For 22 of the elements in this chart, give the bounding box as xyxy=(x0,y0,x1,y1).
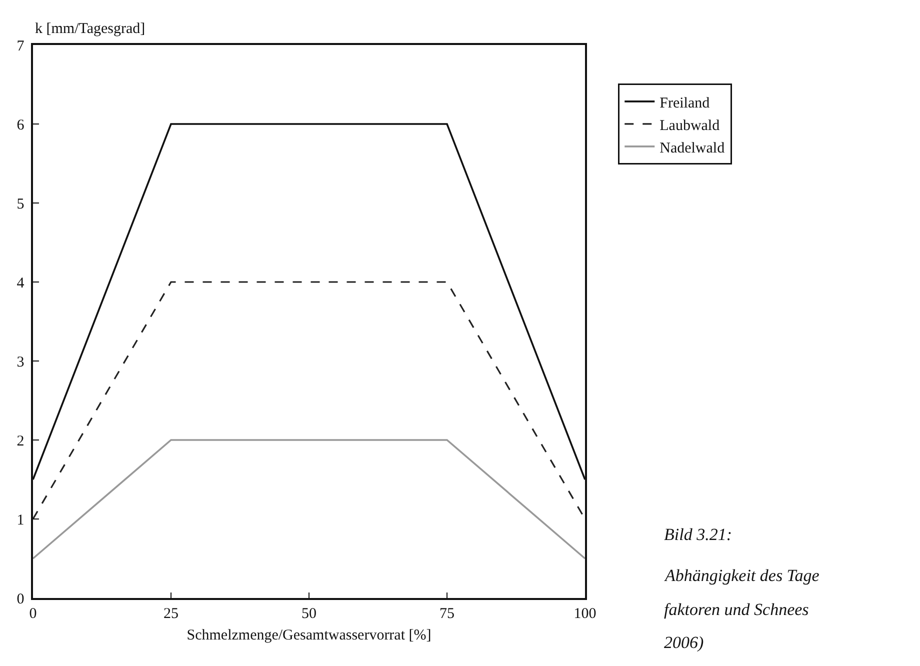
y-tick-label: 0 xyxy=(16,591,24,608)
x-tick-label: 75 xyxy=(440,606,454,622)
x-tick-label: 50 xyxy=(302,606,316,622)
text: Abhängigkeit des Tage xyxy=(664,566,820,585)
y-tick-label: 7 xyxy=(16,38,25,54)
x-tick-label: 0 xyxy=(29,606,37,622)
x-tick-label: 100 xyxy=(574,606,596,622)
y-tick-label: 6 xyxy=(16,117,25,134)
text: 2006) xyxy=(664,633,704,652)
y-tick-label: 5 xyxy=(16,196,24,212)
x-tick-label: 25 xyxy=(164,606,178,622)
y-tick-label: 1 xyxy=(16,512,24,528)
legend-label: Laubwald xyxy=(660,118,720,134)
legend-label: Freiland xyxy=(660,95,710,112)
text: faktoren und Schnees xyxy=(664,600,810,619)
legend-label: Nadelwald xyxy=(660,140,726,156)
y-tick-label: 2 xyxy=(16,433,24,450)
x-axis-title: Schmelzmenge/Gesamtwasservorrat [%] xyxy=(186,627,432,644)
y-axis-title: k [mm/Tagesgrad] xyxy=(35,21,146,37)
y-tick-label: 3 xyxy=(16,354,24,370)
text: Bild 3.21: xyxy=(664,525,732,544)
y-tick-label: 4 xyxy=(16,275,25,292)
